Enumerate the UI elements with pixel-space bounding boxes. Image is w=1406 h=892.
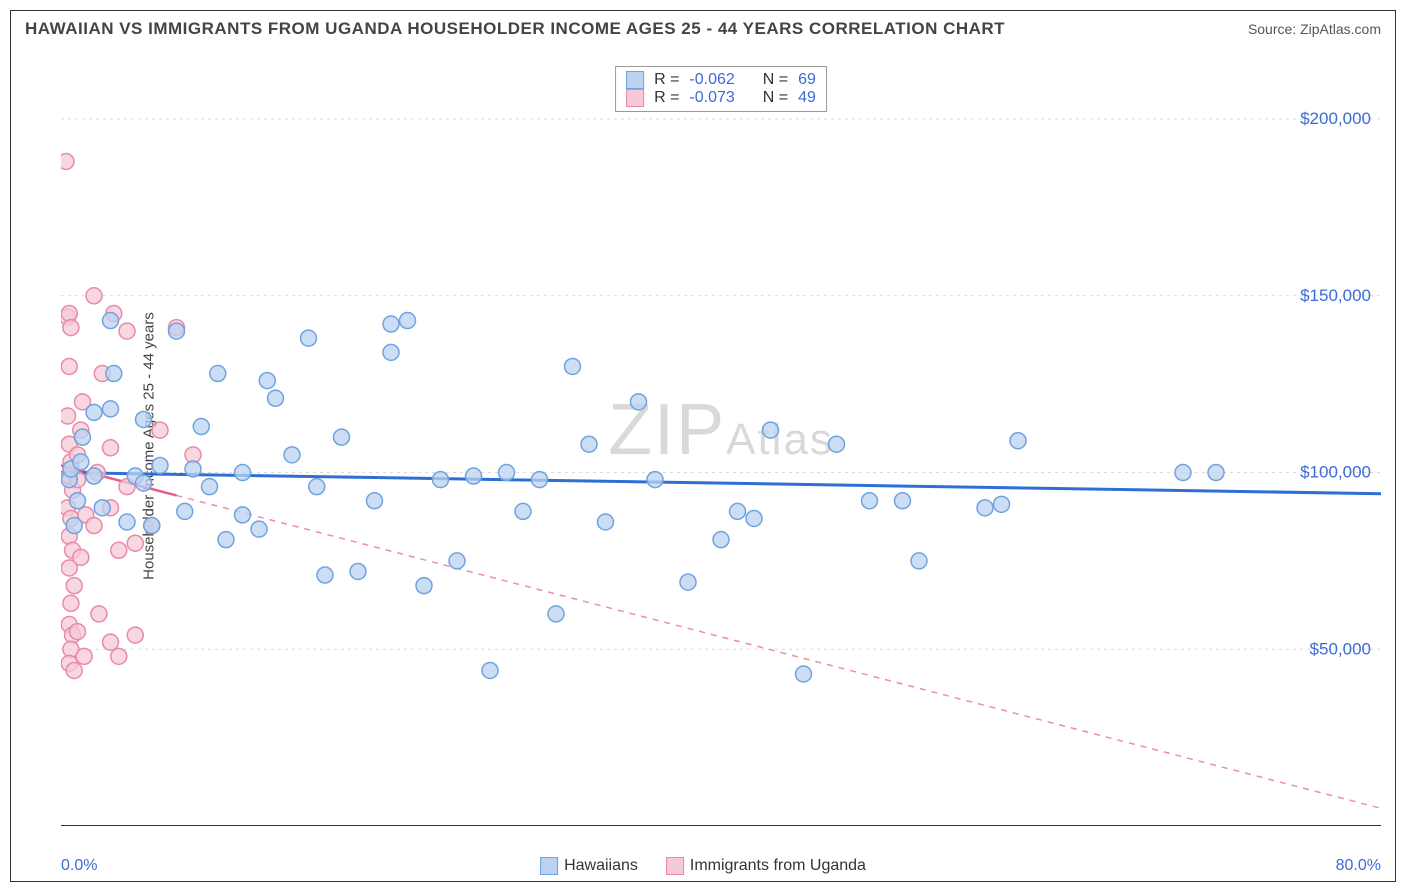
r-label: R = <box>654 71 679 89</box>
legend-item-hawaiians: Hawaiians <box>540 857 638 875</box>
correlation-legend-row-a: R = -0.062 N = 69 <box>626 71 816 89</box>
correlation-legend-row-b: R = -0.073 N = 49 <box>626 89 816 107</box>
r-value-b: -0.073 <box>689 89 734 107</box>
chart-svg: $50,000 $100,000 $150,000 $200,000 <box>61 66 1381 826</box>
swatch-hawaiians-icon <box>626 71 644 89</box>
title-row: HAWAIIAN VS IMMIGRANTS FROM UGANDA HOUSE… <box>11 11 1395 43</box>
x-axis-max-label: 80.0% <box>1336 857 1381 875</box>
r-label: R = <box>654 89 679 107</box>
chart-container: HAWAIIAN VS IMMIGRANTS FROM UGANDA HOUSE… <box>10 10 1396 882</box>
r-value-a: -0.062 <box>689 71 734 89</box>
x-axis-min-label: 0.0% <box>61 857 97 875</box>
n-value-b: 49 <box>798 89 816 107</box>
source-label: Source: ZipAtlas.com <box>1248 21 1381 37</box>
legend-label-uganda: Immigrants from Uganda <box>690 857 866 875</box>
n-label: N = <box>763 71 788 89</box>
n-value-a: 69 <box>798 71 816 89</box>
chart-title: HAWAIIAN VS IMMIGRANTS FROM UGANDA HOUSE… <box>25 19 1005 39</box>
svg-text:$150,000: $150,000 <box>1300 286 1371 305</box>
swatch-uganda-icon <box>626 89 644 107</box>
svg-text:$50,000: $50,000 <box>1310 639 1371 658</box>
svg-text:$200,000: $200,000 <box>1300 109 1371 128</box>
correlation-legend-box: R = -0.062 N = 69 R = -0.073 N = 49 <box>615 66 827 112</box>
legend-item-uganda: Immigrants from Uganda <box>666 857 866 875</box>
n-label: N = <box>763 89 788 107</box>
plot-area: R = -0.062 N = 69 R = -0.073 N = 49 ZIPA… <box>61 66 1381 826</box>
svg-text:$100,000: $100,000 <box>1300 463 1371 482</box>
legend-label-hawaiians: Hawaiians <box>564 857 638 875</box>
swatch-uganda-icon <box>666 857 684 875</box>
series-legend: Hawaiians Immigrants from Uganda <box>540 857 866 875</box>
swatch-hawaiians-icon <box>540 857 558 875</box>
